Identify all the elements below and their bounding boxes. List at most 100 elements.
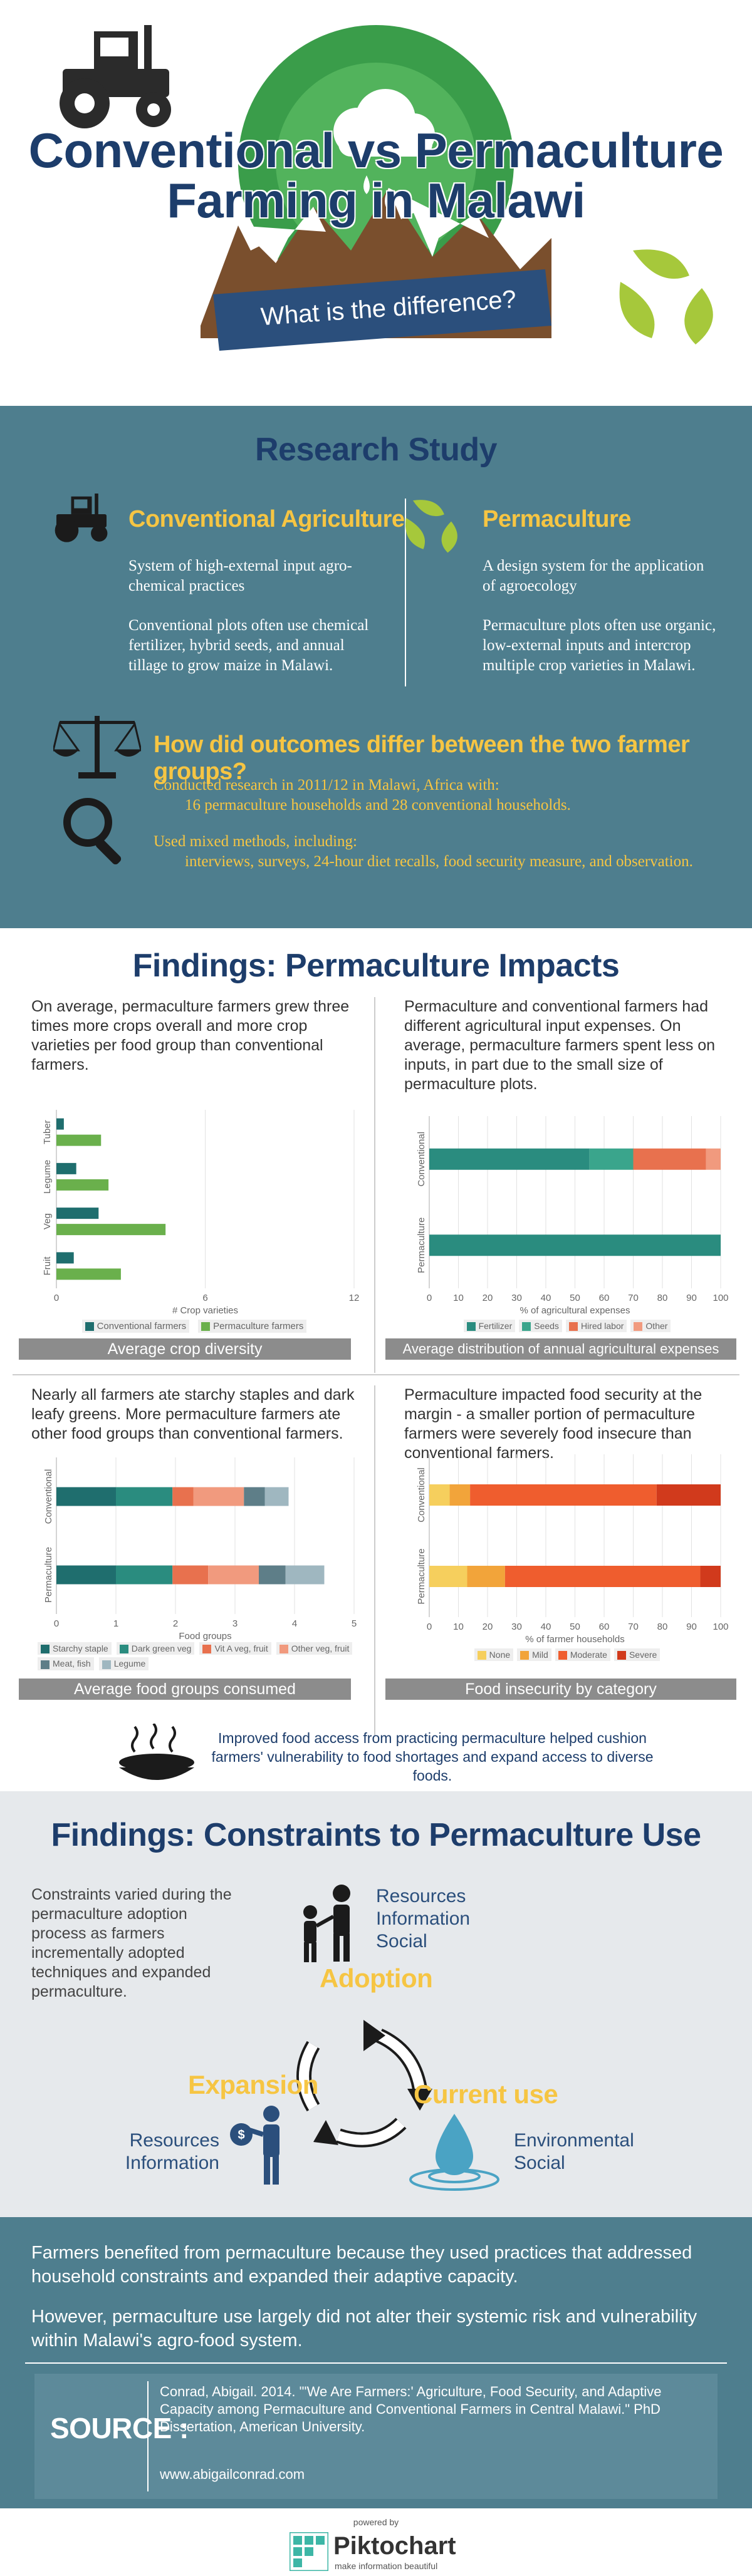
cycle-arrows-icon (296, 2020, 432, 2148)
water-drop-icon (409, 2114, 499, 2191)
source-url[interactable]: www.abigailconrad.com (160, 2466, 305, 2482)
leaves-icon-small (405, 500, 457, 553)
column-divider (405, 499, 406, 686)
bar (56, 1162, 76, 1174)
tick-label: 1 (113, 1618, 118, 1629)
research-question: How did outcomes differ between the two … (154, 732, 690, 785)
tick-label: 80 (657, 1622, 668, 1632)
bar-segment (589, 1148, 634, 1170)
tick-label: 70 (628, 1293, 639, 1303)
piktochart-tagline: make information beautiful (335, 2561, 438, 2571)
bar-segment (429, 1484, 450, 1506)
tick-label: 4 (292, 1618, 297, 1629)
powered-by: powered by (353, 2517, 399, 2527)
permaculture-desc-1: A design system for the application of a… (483, 557, 704, 594)
bar-segment (656, 1484, 721, 1506)
legend-item-seeds: Seeds (519, 1320, 562, 1333)
constraints-text: Constraints varied during the permacultu… (31, 1886, 232, 2000)
findings-constraints-section: Findings: Constraints to Permaculture Us… (0, 1791, 752, 2217)
source-divider (147, 2381, 149, 2491)
bar-segment (193, 1487, 244, 1506)
current-constraint-2: Social (514, 2153, 565, 2173)
food-bowl-icon (119, 1724, 194, 1780)
person-money-icon: $ (230, 2106, 279, 2185)
text-food-groups: Nearly all farmers ate starchy staples a… (31, 1386, 355, 1442)
tick-label: 80 (657, 1293, 668, 1303)
bar-segment (429, 1148, 590, 1170)
legend-expenses: Fertilizer Seeds Hired labor Other (404, 1320, 730, 1333)
category-label: Fruit (42, 1256, 53, 1276)
bar-segment (208, 1565, 259, 1585)
category-label: Permaculture (43, 1547, 54, 1603)
bar-segment (633, 1148, 706, 1170)
tick-label: 30 (511, 1293, 522, 1303)
piktochart-brand[interactable]: Piktochart (333, 2532, 456, 2560)
bar-segment (172, 1565, 209, 1585)
category-label: Veg (42, 1213, 53, 1229)
legend-item-fertilizer: Fertilizer (463, 1320, 516, 1333)
tick-label: 20 (483, 1293, 493, 1303)
legend-item-starchy: Starchy staple (38, 1642, 112, 1655)
bar (56, 1179, 109, 1191)
findings-impacts-section: Findings: Permaculture Impacts On averag… (0, 928, 752, 1791)
legend-item-other: Other (630, 1320, 671, 1333)
bar-segment (467, 1566, 505, 1587)
tick-label: 0 (54, 1618, 59, 1629)
caption-food-groups: Average food groups consumed (19, 1679, 351, 1700)
bar-segment (429, 1234, 721, 1256)
tick-label: 40 (541, 1293, 551, 1303)
scale-icon (53, 716, 141, 778)
category-label: Conventional (416, 1132, 427, 1187)
page-title: Conventional vs Permaculture Farming in … (0, 125, 752, 225)
chart-food-insecurity: 0 10 20 30 40 50 60 70 80 90 100 % of farmer househ… (416, 1454, 729, 1645)
bar (56, 1118, 64, 1130)
piktochart-logo-icon (290, 2532, 328, 2571)
chart-crop-diversity: 0 6 12 # Crop varieties Tuber Legume Veg Fruit (42, 1110, 360, 1316)
header-illustration (60, 25, 713, 351)
legend-item-vit-a: Vit A veg, fruit (199, 1642, 271, 1655)
permaculture-title: Permaculture (483, 506, 631, 532)
magnifier-icon (63, 798, 122, 865)
tractor-icon-small (55, 494, 108, 542)
tick-label: 50 (570, 1293, 580, 1303)
tick-label: 0 (427, 1293, 432, 1303)
title-line-1: Conventional vs Permaculture (28, 123, 724, 178)
label-expansion: Expansion (188, 2070, 318, 2099)
category-label: Conventional (416, 1467, 427, 1523)
tick-label: 90 (686, 1622, 697, 1632)
conventional-desc-2: Conventional plots often use chemical fe… (128, 617, 369, 674)
tick-label: 60 (599, 1293, 610, 1303)
findings-constraints-heading: Findings: Constraints to Permaculture Us… (51, 1817, 702, 1853)
bar-segment (449, 1484, 471, 1506)
legend-item-none: None (474, 1648, 514, 1662)
svg-text:$: $ (238, 2128, 244, 2142)
tick-label: 60 (599, 1622, 610, 1632)
bar-segment (429, 1566, 467, 1587)
research-heading: Research Study (254, 432, 498, 468)
bar-segment (264, 1487, 289, 1506)
bar (56, 1208, 99, 1219)
current-constraints: Environmental Social (514, 2129, 634, 2175)
vertical-divider-bottom (374, 1385, 375, 1736)
tick-label: 3 (232, 1618, 238, 1629)
adoption-constraint-2: Information (376, 1908, 471, 1929)
method-2: Used mixed methods, including: interview… (154, 832, 699, 872)
current-constraint-1: Environmental (514, 2130, 634, 2151)
category-label: Permaculture (416, 1218, 427, 1273)
legend-item-other-veg: Other veg, fruit (276, 1642, 353, 1655)
source-citation: Conrad, Abigail. 2014. "'We Are Farmers:… (160, 2384, 662, 2434)
legend-item-moderate: Moderate (555, 1648, 610, 1662)
category-label: Conventional (43, 1469, 54, 1524)
findings-summary: Improved food access from practicing per… (211, 1730, 654, 1784)
tick-label: 0 (427, 1622, 432, 1632)
legend-item-mild: Mild (517, 1648, 551, 1662)
method-2-line-2: interviews, surveys, 24-hour diet recall… (185, 853, 693, 870)
legend-item-hired-labor: Hired labor (565, 1320, 627, 1333)
legend-crop-diversity: Conventional farmers Permaculture farmer… (31, 1320, 357, 1333)
tick-label: 12 (349, 1293, 360, 1303)
source-label: SOURCE : (50, 2412, 189, 2444)
horizontal-divider (13, 1374, 739, 1375)
vertical-divider-top (374, 997, 375, 1373)
method-2-line-1: Used mixed methods, including: (154, 833, 357, 850)
title-line-2: Farming in Malawi (167, 173, 585, 228)
